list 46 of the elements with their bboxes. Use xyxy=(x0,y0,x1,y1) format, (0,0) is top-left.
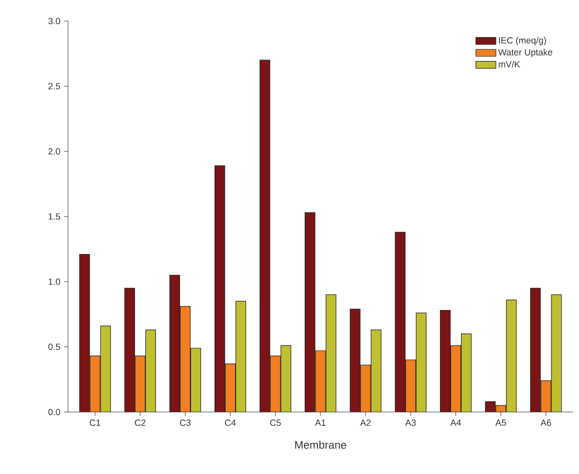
bar xyxy=(270,356,281,412)
x-axis-title: Membrane xyxy=(295,440,346,449)
bar xyxy=(236,300,246,412)
y-tick-label: 0.5 xyxy=(48,344,60,350)
x-tick-label: A3 xyxy=(405,420,416,426)
legend-label: IEC (meq/g) xyxy=(499,36,546,46)
x-tick-label: C2 xyxy=(134,420,146,426)
bar xyxy=(460,334,472,412)
y-tick-label: 1.0 xyxy=(48,278,60,285)
x-tick-label: A1 xyxy=(315,420,326,426)
bar xyxy=(416,312,426,412)
bar xyxy=(350,308,360,412)
bar xyxy=(280,345,292,412)
bar xyxy=(450,345,462,412)
bar xyxy=(180,306,191,412)
x-tick-label: C5 xyxy=(270,420,281,426)
legend-label: Water Uptake xyxy=(498,48,552,58)
bar xyxy=(370,330,382,412)
legend-label: mV/K xyxy=(498,60,520,68)
x-tick-label: A4 xyxy=(450,420,461,426)
y-tick-label: 2.5 xyxy=(48,82,60,90)
y-tick-label: 2.0 xyxy=(48,148,60,155)
x-tick-label: C3 xyxy=(180,420,191,426)
bar xyxy=(190,348,202,412)
x-tick-label: C4 xyxy=(225,420,236,426)
x-tick-label: A6 xyxy=(540,420,552,426)
bar xyxy=(145,330,156,412)
bar xyxy=(440,310,451,412)
y-tick-label: 1.5 xyxy=(48,213,60,220)
bar xyxy=(394,232,406,412)
bar xyxy=(169,274,180,412)
bar xyxy=(214,165,226,412)
bar xyxy=(506,300,517,412)
bar xyxy=(405,360,416,412)
x-tick-label: C1 xyxy=(90,420,100,426)
bar xyxy=(360,364,371,412)
bar xyxy=(225,363,236,412)
x-tick-label: A5 xyxy=(495,420,506,426)
bar xyxy=(124,288,135,412)
bar xyxy=(79,254,90,412)
y-tick-label: 3.0 xyxy=(48,18,60,24)
bar xyxy=(260,60,270,412)
bar xyxy=(304,212,316,412)
bar xyxy=(134,356,146,412)
y-tick-label: 0.0 xyxy=(48,408,60,416)
x-tick-label: A2 xyxy=(360,420,371,426)
